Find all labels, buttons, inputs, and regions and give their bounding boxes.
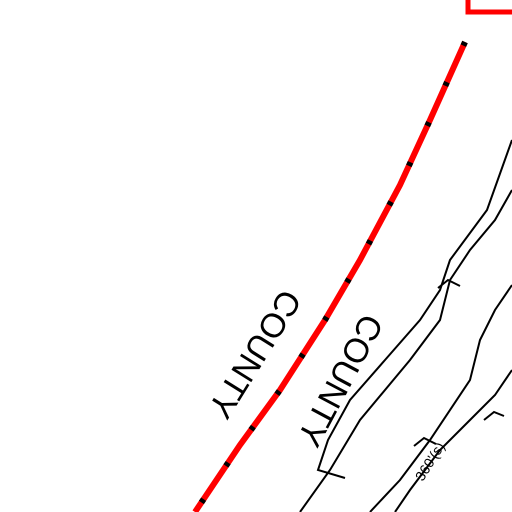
boundary-box xyxy=(465,0,512,15)
dimension-label: 360'(s) xyxy=(412,439,448,483)
boundary xyxy=(192,0,512,512)
road-line xyxy=(316,139,512,479)
road-line xyxy=(299,189,512,512)
county-label: COUNTY xyxy=(289,308,390,453)
road-line xyxy=(394,369,512,512)
lines xyxy=(299,139,512,512)
arrow xyxy=(413,436,437,447)
road-line xyxy=(369,284,512,512)
county-label: COUNTY xyxy=(200,283,308,425)
boundary-ticks xyxy=(192,40,468,512)
arrow xyxy=(437,278,461,289)
arrow xyxy=(483,410,505,421)
boundary-line xyxy=(192,40,468,512)
